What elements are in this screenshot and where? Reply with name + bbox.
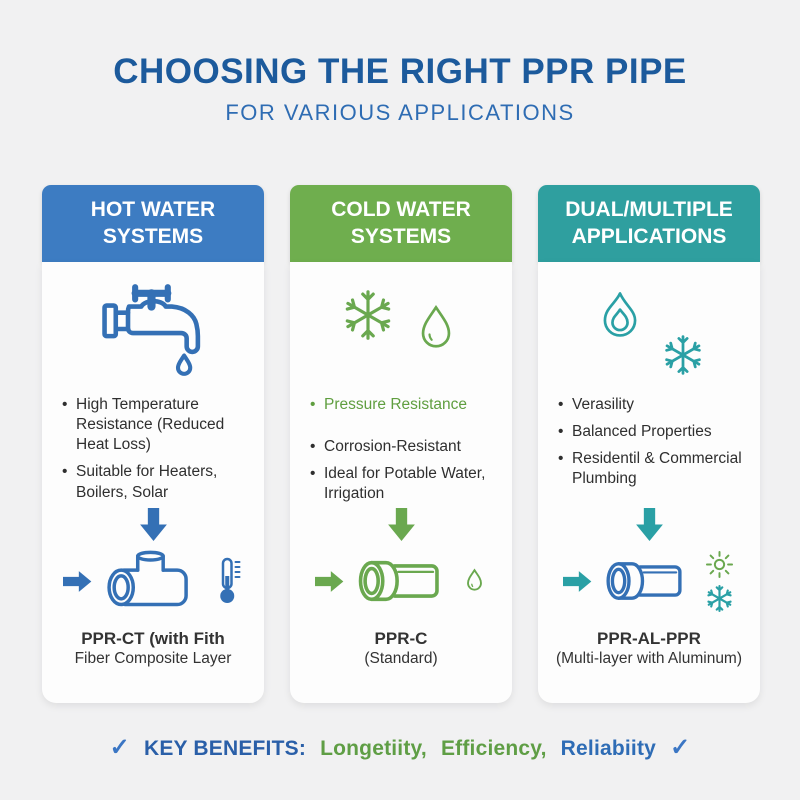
pipe-sub: (Multi-layer with Aluminum) xyxy=(555,650,743,668)
page-title: CHOOSING THE RIGHT PPR PIPE xyxy=(113,52,687,91)
checkmark-icon: ✓ xyxy=(670,734,691,761)
bullet-item: Residentil & Commercial Plumbing xyxy=(558,449,744,489)
header-line: SYSTEMS xyxy=(102,224,204,248)
bullet-item: Balanced Properties xyxy=(558,422,744,442)
pipe-label-cold-water: PPR-C (Standard) xyxy=(350,628,451,669)
tee-pipe-fitting-icon xyxy=(102,546,204,616)
right-arrow-icon xyxy=(62,569,93,594)
right-arrow-icon xyxy=(314,569,345,594)
benefit-item: Longetiity, xyxy=(320,737,427,760)
pipe-sub: (Standard) xyxy=(364,650,438,668)
key-benefits-bar: ✓ KEY BENEFITS: Longetiity, Efficiency, … xyxy=(0,733,800,762)
straight-pipe-icon xyxy=(602,552,694,610)
column-cold-water-systems: COLD WATER SYSTEMS xyxy=(290,185,512,703)
checkmark-icon: ✓ xyxy=(109,734,130,761)
bullet-item: Pressure Resistance xyxy=(310,395,496,415)
card-cold-water: Pressure Resistance Corrosion-Resistant … xyxy=(290,262,512,703)
pipe-label-dual-multiple: PPR-AL-PPR (Multi-layer with Aluminum) xyxy=(542,628,756,669)
header-line: HOT WATER xyxy=(90,198,216,222)
benefit-item: Reliabiity xyxy=(560,737,657,760)
side-icons-dual-multiple xyxy=(703,548,736,614)
column-header-dual-multiple: DUAL/MULTIPLE APPLICATIONS xyxy=(538,185,760,262)
sun-icon xyxy=(703,548,736,581)
page-subtitle: FOR VARIOUS APPLICATIONS xyxy=(225,100,575,125)
columns-container: HOT WATER SYSTEMS xyxy=(42,185,760,703)
down-arrow-icon xyxy=(138,508,169,544)
title-block: CHOOSING THE RIGHT PPR PIPE FOR VARIOUS … xyxy=(0,52,800,126)
bullet-list-dual-multiple: Verasility Balanced Properties Residenti… xyxy=(538,395,760,508)
snowflake-icon xyxy=(660,332,706,378)
column-header-hot-water: HOT WATER SYSTEMS xyxy=(42,185,264,262)
bullet-item: Ideal for Potable Water, Irrigation xyxy=(310,464,496,504)
down-arrow-icon xyxy=(634,508,665,544)
key-benefits-label: KEY BENEFITS: xyxy=(143,737,307,760)
pipe-sub: Fiber Composite Layer xyxy=(74,650,232,668)
bullet-item: Verasility xyxy=(558,395,744,415)
header-line: DUAL/MULTIPLE xyxy=(565,198,733,222)
bullet-item: Corrosion-Resistant xyxy=(310,437,496,457)
pipe-name: PPR-AL-PPR xyxy=(597,629,701,648)
column-hot-water-systems: HOT WATER SYSTEMS xyxy=(42,185,264,703)
down-arrow-icon xyxy=(386,508,417,544)
bullet-item: High Temperature Resistance (Reduced Hea… xyxy=(62,395,248,455)
column-header-cold-water: COLD WATER SYSTEMS xyxy=(290,185,512,262)
bullet-item: Suitable for Heaters, Boilers, Solar xyxy=(62,462,248,502)
header-line: COLD WATER xyxy=(331,198,471,222)
pipe-name: PPR-C xyxy=(374,629,428,648)
header-line: APPLICATIONS xyxy=(571,224,727,248)
bullet-list-hot-water: High Temperature Resistance (Reduced Hea… xyxy=(42,395,264,508)
top-icons-dual-multiple xyxy=(538,262,760,395)
thermometer-icon xyxy=(213,555,244,607)
card-hot-water: High Temperature Resistance (Reduced Hea… xyxy=(42,262,264,703)
benefit-item: Efficiency, xyxy=(440,737,547,760)
pipe-row-hot-water xyxy=(62,544,244,618)
snowflake-icon xyxy=(704,583,735,614)
header-line: SYSTEMS xyxy=(350,224,452,248)
top-icons-cold-water xyxy=(290,262,512,395)
column-dual-multiple-applications: DUAL/MULTIPLE APPLICATIONS xyxy=(538,185,760,703)
flame-icon xyxy=(592,283,648,347)
faucet-icon xyxy=(94,278,212,380)
pipe-label-hot-water: PPR-CT (with Fith Fiber Composite Layer xyxy=(61,628,246,669)
water-drop-icon xyxy=(409,297,463,361)
top-icons-hot-water xyxy=(42,262,264,395)
right-arrow-icon xyxy=(562,569,593,594)
bullet-list-cold-water: Pressure Resistance Corrosion-Resistant … xyxy=(290,395,512,508)
pipe-name: PPR-CT (with Fith xyxy=(81,629,225,648)
snowflake-icon xyxy=(339,286,397,344)
water-drop-icon xyxy=(461,562,488,600)
pipe-row-dual-multiple xyxy=(562,544,736,618)
pipe-row-cold-water xyxy=(314,544,488,618)
card-dual-multiple: Verasility Balanced Properties Residenti… xyxy=(538,262,760,703)
straight-pipe-icon xyxy=(354,551,452,611)
